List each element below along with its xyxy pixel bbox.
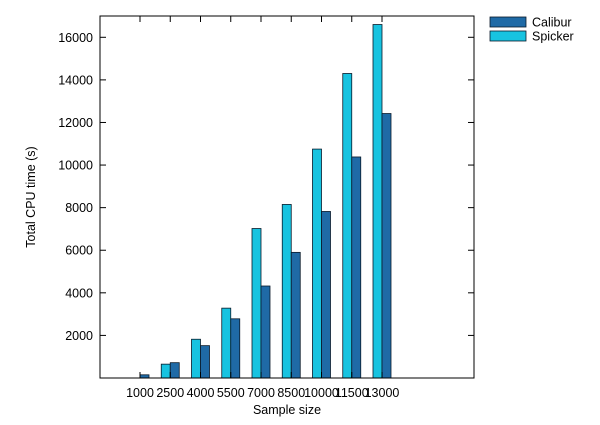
- y-tick-label: 8000: [65, 201, 93, 215]
- bar-spicker-11500: [342, 73, 353, 379]
- y-tick-label: 6000: [65, 244, 93, 258]
- bar-calibur-4000: [200, 345, 210, 379]
- x-tick-label: 7000: [247, 386, 275, 400]
- x-axis-label: Sample size: [253, 403, 321, 417]
- legend-swatch-spicker: [489, 30, 527, 42]
- bar-spicker-13000: [372, 24, 383, 379]
- bar-calibur-7000: [260, 285, 271, 379]
- bar-calibur-11500: [351, 156, 362, 379]
- bar-spicker-10000: [312, 148, 322, 379]
- y-tick-label: 4000: [65, 286, 93, 300]
- x-tick-label: 2500: [156, 386, 184, 400]
- y-tick-label: 12000: [58, 116, 93, 130]
- bar-spicker-4000: [191, 338, 201, 379]
- x-tick-label: 11500: [335, 386, 369, 400]
- legend-swatch-calibur: [489, 16, 527, 28]
- x-tick-label: 4000: [187, 386, 215, 400]
- x-tick-label: 1000: [126, 386, 154, 400]
- x-tick-label: 8500: [277, 386, 305, 400]
- x-tick-label: 10000: [304, 386, 339, 400]
- y-tick-label: 10000: [58, 159, 93, 173]
- bar-spicker-5500: [221, 307, 232, 379]
- bar-calibur-10000: [321, 211, 331, 379]
- y-tick-label: 14000: [58, 73, 93, 87]
- bars-layer: [139, 24, 392, 379]
- y-axis-label: Total CPU time (s): [24, 146, 38, 247]
- bar-calibur-5500: [230, 318, 241, 379]
- y-tick-label: 2000: [65, 329, 93, 343]
- y-tick-label: 16000: [58, 31, 93, 45]
- bar-calibur-2500: [169, 362, 180, 379]
- x-tick-label: 5500: [217, 386, 245, 400]
- legend-label-calibur: Calibur: [532, 16, 572, 30]
- bar-spicker-8500: [281, 204, 292, 379]
- bar-calibur-8500: [290, 251, 301, 379]
- plot-frame: [99, 15, 475, 379]
- bar-spicker-7000: [251, 228, 262, 379]
- bar-spicker-2500: [160, 363, 171, 379]
- y-ticks: 2000 4000 6000 8000 10000 12000 14000 16000: [58, 31, 474, 343]
- x-tick-label: 13000: [365, 386, 400, 400]
- bar-calibur-13000: [381, 113, 392, 379]
- legend-label-spicker: Spicker: [532, 30, 574, 44]
